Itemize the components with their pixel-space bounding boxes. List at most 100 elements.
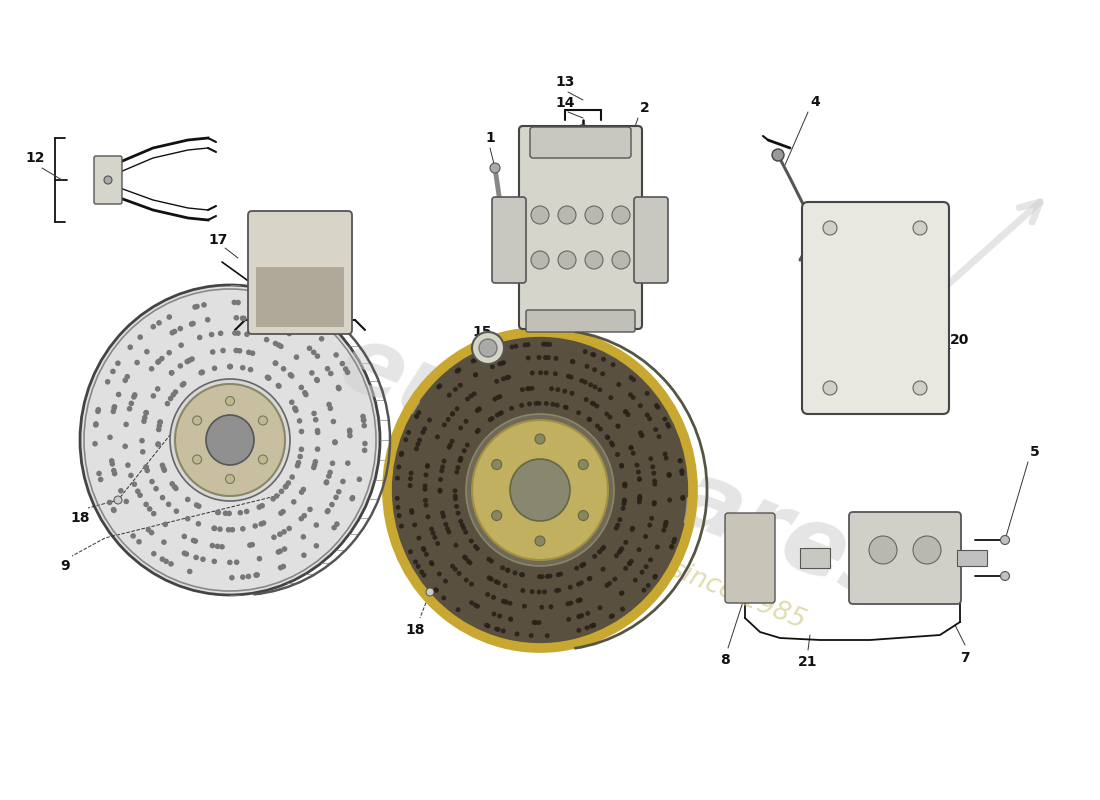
Circle shape (314, 543, 319, 549)
Circle shape (637, 477, 642, 482)
Circle shape (261, 520, 266, 526)
Circle shape (232, 330, 238, 336)
Circle shape (653, 427, 658, 432)
Circle shape (657, 434, 661, 439)
Circle shape (160, 556, 165, 562)
Circle shape (136, 539, 142, 545)
Circle shape (597, 605, 603, 610)
Circle shape (343, 366, 349, 372)
Circle shape (492, 459, 502, 470)
Circle shape (620, 606, 625, 611)
Circle shape (637, 496, 642, 501)
Text: 21: 21 (799, 655, 817, 669)
Circle shape (421, 547, 427, 552)
Circle shape (650, 464, 656, 470)
Text: 9: 9 (60, 559, 69, 573)
Circle shape (278, 565, 284, 570)
Circle shape (663, 520, 669, 525)
Circle shape (535, 434, 544, 444)
Circle shape (680, 469, 684, 474)
Circle shape (328, 406, 333, 411)
Circle shape (311, 462, 318, 468)
Circle shape (104, 176, 112, 184)
Circle shape (538, 370, 543, 375)
Circle shape (565, 602, 571, 606)
Circle shape (667, 424, 671, 429)
Circle shape (300, 534, 306, 540)
Circle shape (558, 206, 576, 224)
Circle shape (166, 314, 172, 320)
Circle shape (601, 357, 606, 362)
Circle shape (554, 588, 559, 593)
Circle shape (626, 412, 630, 417)
Circle shape (170, 392, 176, 398)
Circle shape (229, 575, 234, 581)
Circle shape (526, 355, 530, 361)
Circle shape (459, 456, 463, 461)
Circle shape (629, 446, 634, 450)
Circle shape (326, 508, 331, 514)
Circle shape (456, 571, 462, 576)
Circle shape (296, 460, 301, 466)
Bar (800, 548, 830, 568)
Circle shape (472, 391, 476, 396)
Circle shape (519, 572, 524, 577)
Circle shape (631, 378, 636, 382)
Circle shape (505, 568, 510, 573)
Circle shape (531, 620, 537, 625)
Circle shape (624, 540, 628, 545)
Circle shape (356, 477, 362, 482)
Circle shape (534, 620, 538, 625)
Circle shape (168, 370, 175, 376)
Circle shape (195, 304, 200, 310)
Circle shape (558, 251, 576, 269)
Circle shape (515, 631, 519, 637)
Circle shape (143, 410, 148, 416)
Circle shape (473, 372, 478, 378)
Circle shape (490, 416, 495, 421)
Circle shape (173, 486, 178, 491)
Circle shape (286, 480, 292, 486)
Circle shape (619, 590, 625, 595)
Text: 14: 14 (556, 96, 574, 110)
Circle shape (425, 463, 430, 468)
Circle shape (427, 418, 432, 422)
Circle shape (454, 504, 459, 509)
Circle shape (231, 299, 238, 305)
Circle shape (628, 445, 634, 450)
Circle shape (569, 374, 573, 379)
Circle shape (579, 459, 588, 470)
Circle shape (618, 548, 623, 553)
Circle shape (584, 364, 590, 369)
Circle shape (662, 523, 668, 529)
Circle shape (605, 435, 610, 440)
Circle shape (527, 402, 532, 406)
Bar (256, 267, 344, 327)
Circle shape (96, 409, 101, 414)
Circle shape (637, 494, 642, 499)
Circle shape (558, 572, 563, 577)
Circle shape (476, 406, 482, 412)
Circle shape (630, 395, 636, 400)
Circle shape (648, 558, 653, 562)
Circle shape (129, 401, 134, 406)
Circle shape (576, 628, 581, 633)
Circle shape (637, 547, 641, 552)
Circle shape (295, 463, 300, 469)
Circle shape (503, 599, 507, 604)
Circle shape (600, 546, 605, 551)
Circle shape (637, 499, 641, 505)
Circle shape (486, 575, 492, 580)
Circle shape (578, 598, 582, 602)
Circle shape (162, 467, 167, 473)
Circle shape (616, 424, 620, 429)
Circle shape (453, 496, 458, 502)
Circle shape (562, 389, 568, 394)
Circle shape (460, 522, 465, 527)
Circle shape (502, 360, 506, 366)
Circle shape (647, 522, 652, 527)
Bar (272, 272, 294, 288)
Circle shape (637, 496, 642, 501)
Circle shape (189, 356, 195, 362)
Circle shape (280, 509, 286, 514)
